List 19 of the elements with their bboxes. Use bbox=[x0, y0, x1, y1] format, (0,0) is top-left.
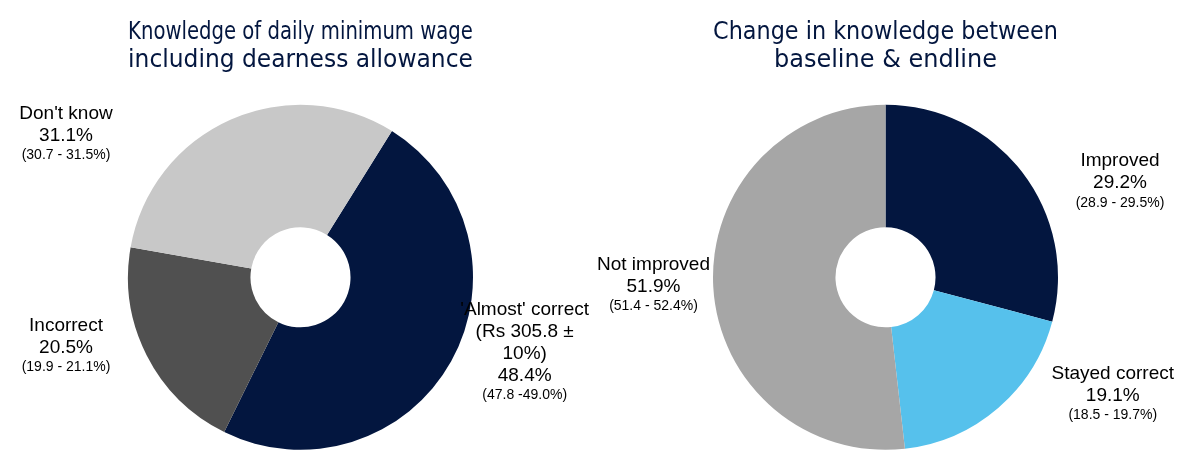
slice-label: Stayed correct bbox=[1051, 361, 1175, 383]
data-label: 31.1% bbox=[39, 124, 94, 146]
slice-label: Not improved bbox=[596, 252, 710, 274]
chart-title: Change in knowledge between baseline & endline bbox=[713, 15, 1058, 74]
data-label: 29.2% bbox=[1093, 171, 1148, 193]
data-label: 20.5% bbox=[39, 336, 94, 358]
text: (51.4 - 52.4%) bbox=[609, 296, 698, 313]
slice-label: Improved bbox=[1080, 149, 1160, 171]
data-label: 19.1% bbox=[1085, 383, 1140, 405]
text: (18.5 - 19.7%) bbox=[1068, 405, 1158, 422]
text: (28.9 - 29.5%) bbox=[1075, 193, 1165, 210]
text: (19.9 - 21.1%) bbox=[21, 358, 111, 375]
chart-title: Knowledge of daily minimum wage including dearness allowance bbox=[128, 16, 473, 74]
text: (47.8 -49.0%) bbox=[482, 385, 568, 402]
data-label: 51.9% bbox=[626, 274, 681, 296]
text: (30.7 - 31.5%) bbox=[21, 146, 111, 163]
data-label: 48.4% bbox=[497, 363, 552, 385]
slice-label: Don't know bbox=[19, 102, 113, 124]
slice-label: Incorrect bbox=[29, 314, 104, 336]
